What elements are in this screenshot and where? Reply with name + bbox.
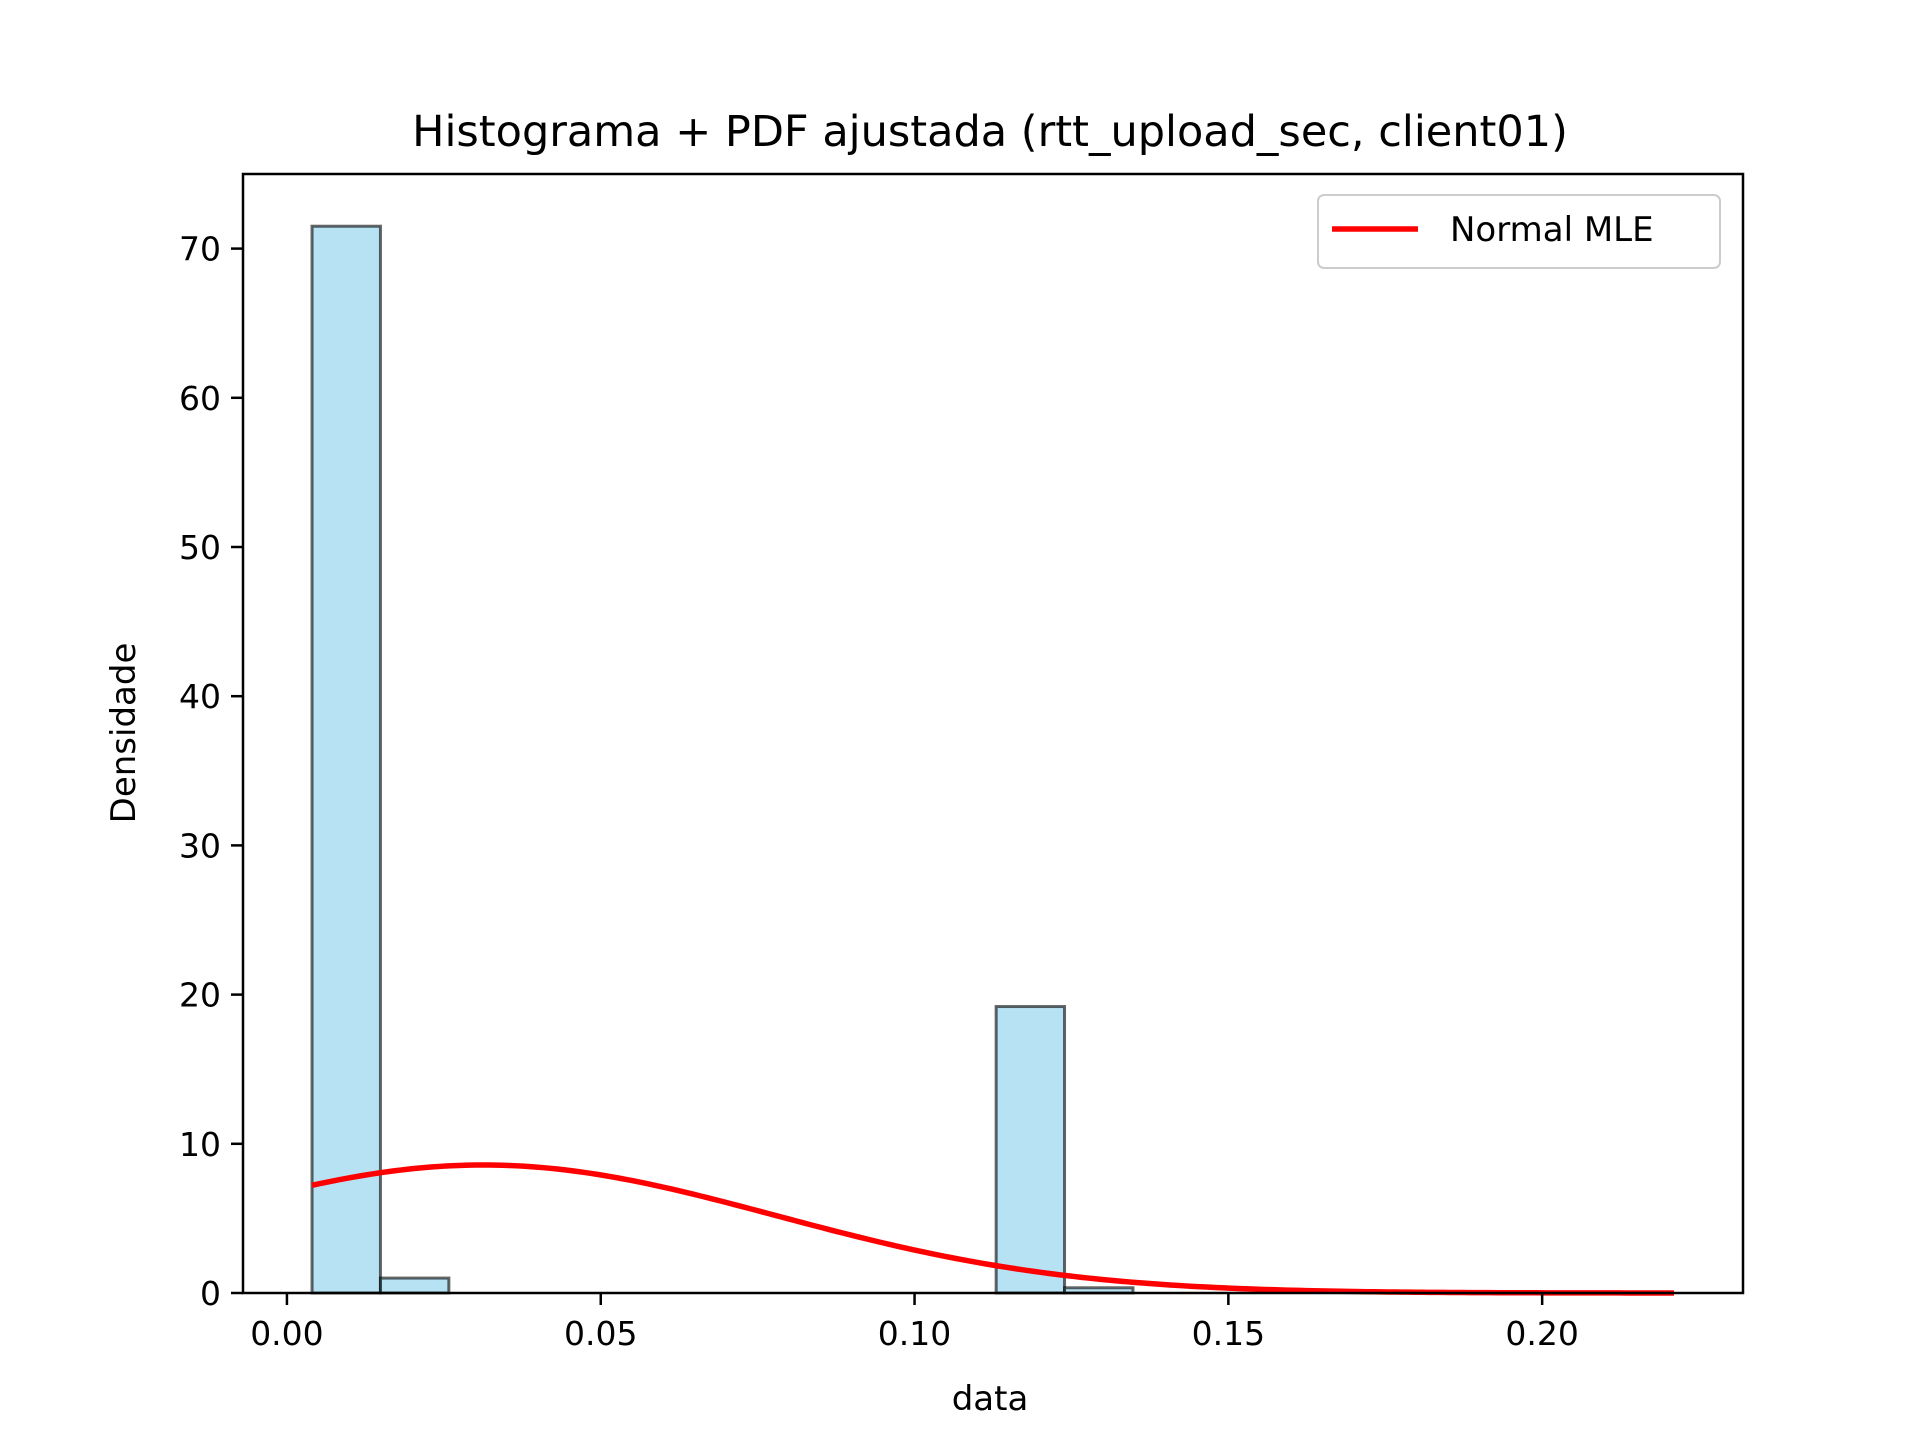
histogram-bars [310,224,1135,1295]
y-tick-label: 10 [179,1125,221,1164]
y-tick-label: 70 [179,230,221,269]
x-tick-label: 0.05 [564,1314,637,1353]
x-tick-label: 0.00 [250,1314,323,1353]
chart-title: Histograma + PDF ajustada (rtt_upload_se… [412,107,1568,157]
y-axis-label: Densidade [104,643,144,824]
y-tick-label: 30 [179,826,221,865]
y-tick-label: 20 [179,976,221,1015]
y-tick-label: 40 [179,677,221,716]
y-tick-label: 60 [179,379,221,418]
histogram-bar [310,224,382,1295]
x-axis-ticks: 0.00 0.05 0.10 0.15 0.20 [250,1293,1579,1353]
y-axis-ticks: 0 10 20 30 40 50 60 70 [179,230,243,1313]
histogram-bar [378,1276,451,1295]
x-tick-label: 0.15 [1192,1314,1265,1353]
legend-box [1317,194,1721,269]
legend: Normal MLE [1317,194,1721,269]
y-tick-label: 50 [179,528,221,567]
histogram-bar [994,1005,1067,1295]
x-tick-label: 0.20 [1505,1314,1578,1353]
y-tick-label: 0 [200,1274,221,1313]
x-tick-label: 0.10 [878,1314,951,1353]
x-axis-label: data [952,1379,1029,1419]
plot-area-frame [241,172,1745,1295]
legend-label-normal-mle: Normal MLE [1450,210,1654,250]
